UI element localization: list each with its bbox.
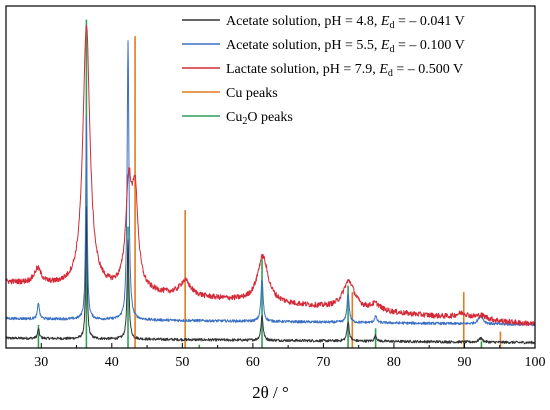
legend-label: Cu peaks — [226, 86, 278, 101]
x-axis-ticks: 30 40 50 60 70 80 90 100 — [5, 343, 546, 370]
plot-area — [6, 19, 535, 348]
x-tick-label: 90 — [457, 355, 471, 370]
lactate-ph79-series-line — [6, 25, 535, 327]
x-tick-label: 30 — [34, 355, 48, 370]
legend-item-lactate-ph79: Lactate solution, pH = 7.9, Ed = – 0.500… — [182, 62, 463, 79]
legend-item-acetate-ph48: Acetate solution, pH = 4.8, Ed = – 0.041… — [182, 14, 465, 31]
legend-label: Cu2O peaks — [226, 110, 293, 127]
legend-label: Lactate solution, pH = 7.9, Ed = – 0.500… — [226, 62, 463, 79]
acetate-ph48-series-line — [6, 206, 535, 345]
x-tick-label: 40 — [105, 355, 119, 370]
x-tick-label: 50 — [175, 355, 189, 370]
x-tick-label: 100 — [525, 355, 546, 370]
legend: Acetate solution, pH = 4.8, Ed = – 0.041… — [182, 14, 465, 127]
x-tick-label: 70 — [316, 355, 330, 370]
legend-item-acetate-ph55: Acetate solution, pH = 5.5, Ed = – 0.100… — [182, 38, 465, 55]
legend-item-cu2o-peaks: Cu2O peaks — [182, 110, 293, 127]
legend-label: Acetate solution, pH = 4.8, Ed = – 0.041… — [226, 14, 465, 31]
x-tick-label: 60 — [246, 355, 260, 370]
acetate-ph55-series-line — [6, 40, 535, 327]
x-axis-label: 2θ / ° — [252, 383, 289, 402]
legend-item-cu-peaks: Cu peaks — [182, 86, 278, 101]
x-tick-label: 80 — [387, 355, 401, 370]
plot-frame — [5, 5, 536, 349]
legend-label: Acetate solution, pH = 5.5, Ed = – 0.100… — [226, 38, 465, 55]
